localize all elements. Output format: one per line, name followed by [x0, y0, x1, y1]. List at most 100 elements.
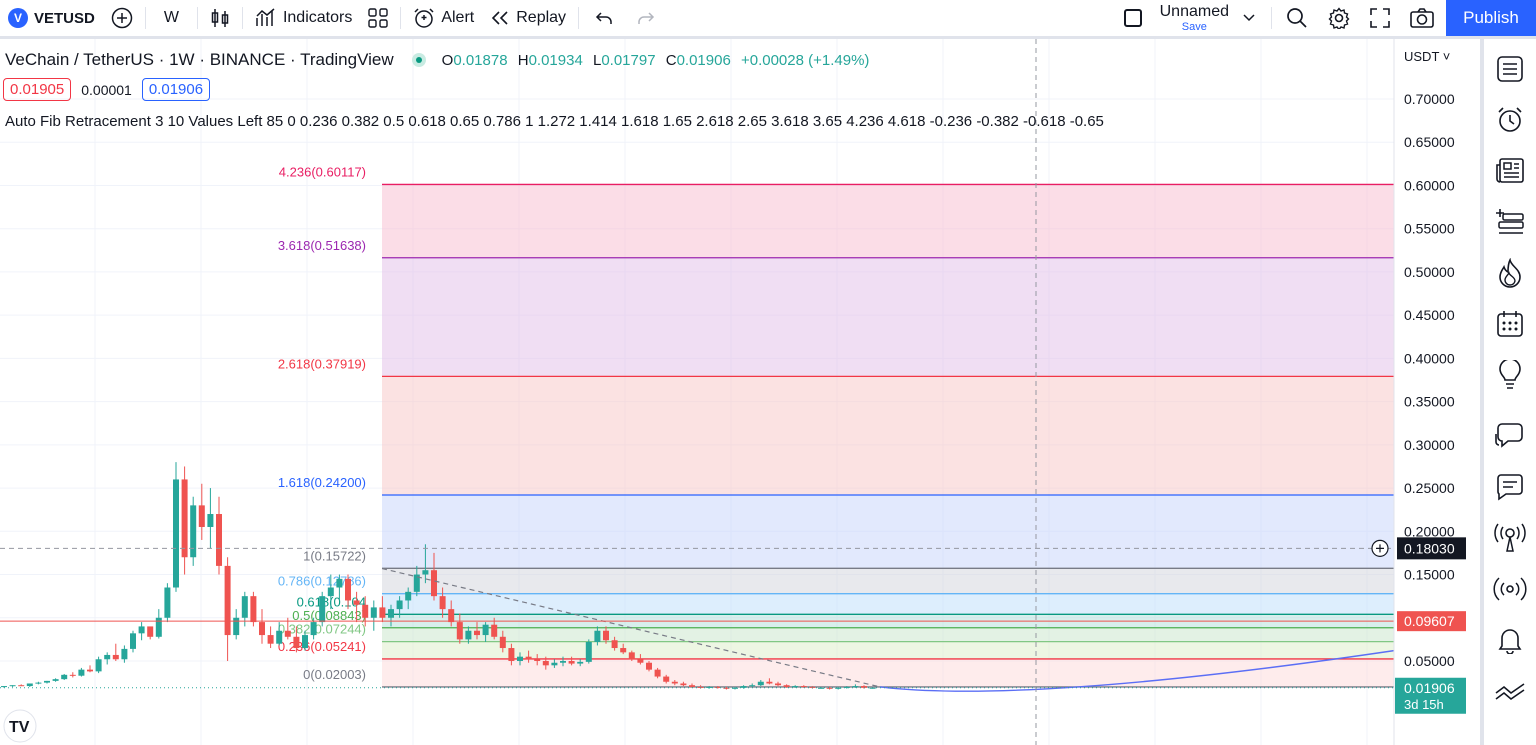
fib-zone — [382, 641, 1394, 659]
candle-body — [370, 607, 377, 618]
layout-name-dropdown[interactable]: Unnamed Save — [1116, 0, 1267, 36]
undo-icon — [595, 12, 612, 24]
news-button[interactable] — [1490, 145, 1530, 196]
candle-body — [173, 479, 179, 588]
candle-body — [276, 630, 283, 644]
projection-curve — [879, 649, 1395, 692]
object-tree-button[interactable] — [1490, 196, 1530, 247]
ideas-button[interactable] — [1490, 349, 1530, 400]
price-tick-label: 0.55000 — [1404, 221, 1455, 237]
chart-title[interactable]: VeChain / TetherUS · 1W · BINANCE · Trad… — [5, 50, 394, 69]
candle-body — [671, 681, 678, 684]
symbol-search-button[interactable]: V VETUSD — [0, 0, 103, 36]
hotlists-button[interactable] — [1490, 247, 1530, 298]
candle-body — [439, 596, 446, 610]
candle-body — [783, 685, 790, 687]
candle-body — [706, 686, 713, 688]
chart-area[interactable]: 4.236(0.60117) 3.618(0.51638) 2.618(0.3791… — [0, 39, 1480, 745]
candle-body — [87, 669, 93, 672]
indicators-icon — [256, 8, 275, 26]
chart-canvas[interactable]: 4.236(0.60117) 3.618(0.51638) 2.618(0.3791… — [0, 39, 1480, 745]
candle-body — [130, 633, 136, 649]
live-button[interactable] — [1490, 563, 1530, 614]
candle-body — [800, 686, 807, 688]
trading-panel-button[interactable] — [1490, 665, 1530, 716]
flame-icon — [1499, 257, 1521, 288]
compare-symbol-button[interactable] — [103, 0, 141, 36]
candle-body — [594, 630, 601, 642]
fib-level-label: 4.236(0.60117) — [279, 164, 366, 179]
candle-body — [585, 641, 592, 662]
watchlist-button[interactable] — [1490, 43, 1530, 94]
candle-body — [680, 683, 687, 686]
open-value: 0.01878 — [453, 51, 508, 69]
candle-body — [155, 617, 162, 637]
fullscreen-icon — [1370, 8, 1390, 28]
indicators-button[interactable]: Indicators — [247, 0, 360, 36]
bid-badge[interactable]: 0.01905 — [3, 78, 72, 101]
low-value: 0.01797 — [601, 51, 656, 69]
ask-badge[interactable]: 0.01906 — [141, 78, 211, 101]
fib-zone — [382, 376, 1394, 495]
candles-icon — [211, 9, 229, 27]
settings-button[interactable] — [1318, 0, 1360, 36]
search-button[interactable] — [1276, 0, 1318, 36]
candle-body — [61, 674, 68, 680]
candle-body — [44, 680, 50, 683]
candle-body — [379, 607, 386, 618]
fib-level-label: 0.5(0.08843) — [292, 608, 366, 623]
price-tick-label: 0.50000 — [1404, 264, 1455, 280]
alert-button[interactable]: Alert — [405, 0, 482, 36]
streams-button[interactable] — [1490, 512, 1530, 563]
candle-body — [474, 630, 480, 636]
candle-body — [362, 604, 369, 618]
candle-body — [852, 686, 859, 688]
fullscreen-button[interactable] — [1360, 0, 1400, 36]
alerts-panel-button[interactable] — [1490, 94, 1530, 145]
candle-body — [284, 630, 291, 637]
grid-icon — [368, 8, 389, 28]
layout-name: Unnamed — [1159, 2, 1229, 20]
chart-type-button[interactable] — [202, 0, 238, 36]
candle-body — [689, 685, 695, 687]
fib-zone — [382, 257, 1394, 377]
candle-body — [52, 679, 59, 681]
save-label: Save — [1181, 20, 1207, 33]
interval-button[interactable]: W — [163, 9, 179, 26]
chats-button[interactable] — [1490, 461, 1530, 512]
candle-body — [233, 617, 240, 636]
redo-icon — [638, 12, 655, 24]
candle-body — [542, 661, 549, 666]
vechain-logo-icon: V — [8, 8, 28, 28]
candle-body — [508, 648, 515, 661]
last-price-label: 0.01906 — [1404, 680, 1455, 696]
minds-button[interactable] — [1490, 410, 1530, 461]
rewind-icon — [492, 11, 508, 25]
candle-body — [78, 669, 85, 676]
snapshot-button[interactable] — [1400, 0, 1444, 36]
replay-button[interactable]: Replay — [482, 0, 574, 36]
undo-button[interactable] — [583, 0, 625, 36]
candle-body — [164, 587, 171, 618]
ohlc-values: O0.01878 H0.01934 L0.01797 C0.01906 +0.0… — [442, 52, 870, 69]
candle-body — [26, 683, 33, 687]
candle-body — [336, 578, 343, 588]
redo-button[interactable] — [625, 0, 667, 36]
candle-body — [491, 624, 498, 637]
fib-level-label: 3.618(0.51638) — [278, 238, 366, 253]
candle-body — [646, 662, 652, 670]
candle-body — [861, 686, 867, 688]
notifications-button[interactable] — [1490, 614, 1530, 665]
price-tick-label: 0.15000 — [1404, 567, 1455, 583]
candle-body — [310, 622, 317, 636]
calendar-button[interactable] — [1490, 298, 1530, 349]
publish-button[interactable]: Publish — [1446, 0, 1536, 36]
bid-ask-badges: 0.01905 0.00001 0.01906 — [3, 78, 211, 101]
symbol-label: VETUSD — [34, 9, 95, 27]
candle-body — [654, 669, 661, 677]
crosshair-price-label: 0.18030 — [1404, 540, 1455, 556]
calendar-icon — [1497, 310, 1523, 337]
layout-templates-button[interactable] — [360, 0, 396, 36]
high-value: 0.01934 — [528, 51, 583, 69]
indicator-legend[interactable]: Auto Fib Retracement 3 10 Values Left 85… — [5, 113, 1104, 130]
